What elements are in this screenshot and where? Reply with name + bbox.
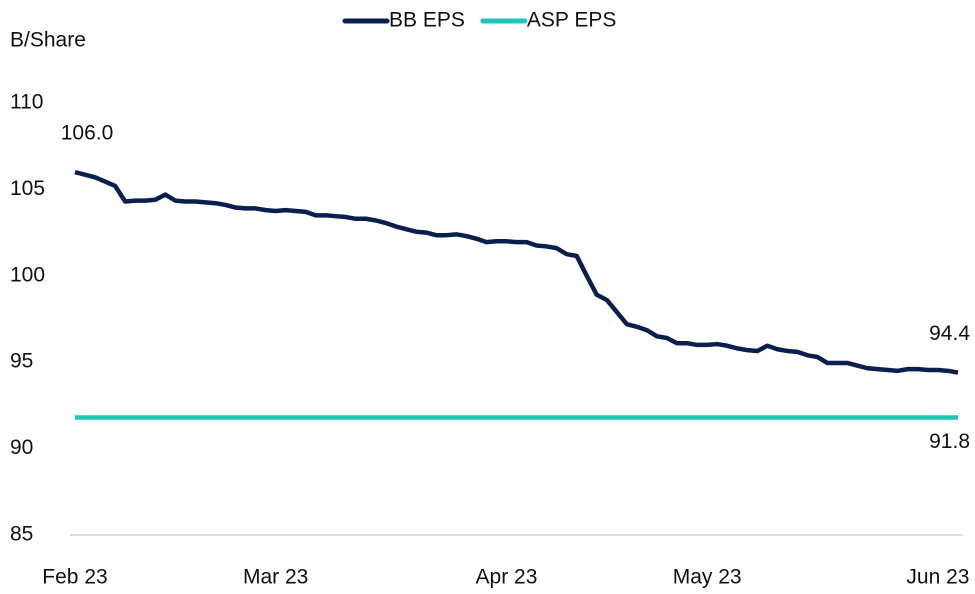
legend-label: ASP EPS <box>527 9 617 32</box>
x-tick-label: Jun 23 <box>906 566 969 589</box>
y-tick-label: 110 <box>10 91 43 114</box>
y-tick-label: 100 <box>10 263 45 286</box>
x-tick-label: May 23 <box>673 566 742 589</box>
x-tick-label: Apr 23 <box>476 566 538 589</box>
y-tick-label: 85 <box>10 523 33 546</box>
y-axis-label: B/Share <box>10 29 86 52</box>
x-tick-label: Feb 23 <box>42 566 107 589</box>
series-line <box>74 169 959 375</box>
x-tick-label: Mar 23 <box>243 566 308 589</box>
data-label: 106.0 <box>61 122 114 145</box>
y-tick-label: 95 <box>10 350 33 373</box>
y-tick-label: 90 <box>10 436 33 459</box>
y-tick-label: 105 <box>10 177 45 200</box>
legend-label: BB EPS <box>389 9 465 32</box>
data-label: 91.8 <box>929 430 970 453</box>
data-label: 94.4 <box>929 322 970 345</box>
